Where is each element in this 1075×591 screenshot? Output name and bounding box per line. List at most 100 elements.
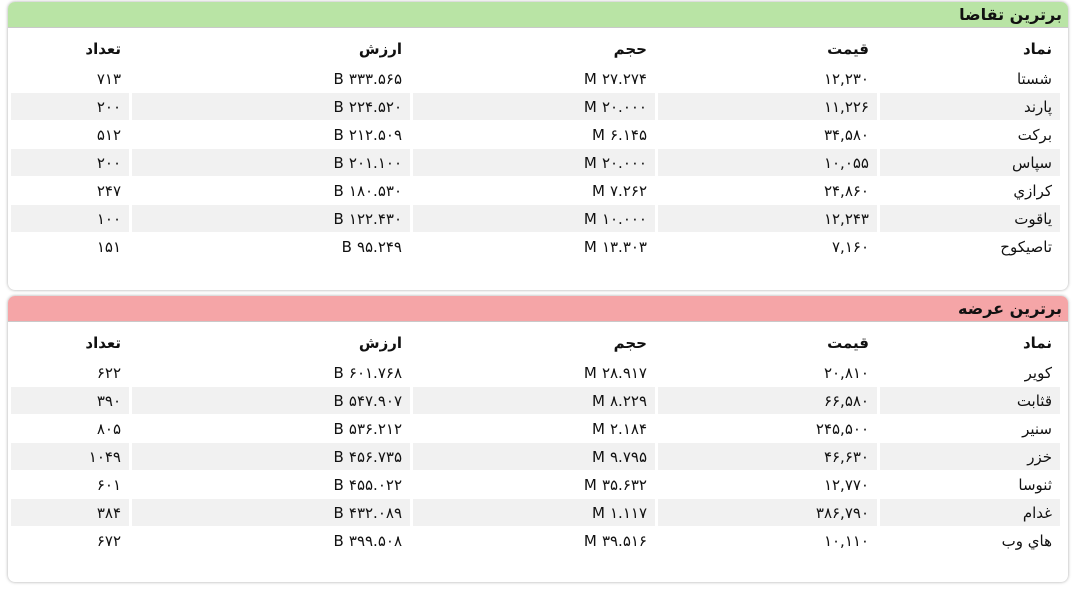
price-cell: ۱۲,۷۷۰ <box>655 470 877 498</box>
symbol-cell[interactable]: شستا <box>877 64 1060 92</box>
value-cell: ۳۳۳.۵۶۵ B <box>129 64 410 92</box>
price-cell: ۳۸۶,۷۹۰ <box>655 498 877 526</box>
symbol-cell[interactable]: هاي وب <box>877 526 1060 554</box>
price-cell: ۶۶,۵۸۰ <box>655 386 877 414</box>
count-cell: ۵۱۲ <box>8 120 129 148</box>
symbol-cell[interactable]: برکت <box>877 120 1060 148</box>
header-value[interactable]: ارزش <box>358 334 402 352</box>
symbol-cell[interactable]: سنیر <box>877 414 1060 442</box>
table-row[interactable]: تاصيكوح ۷,۱۶۰ ۱۳.۳۰۳ M ۹۵.۲۴۹ B ۱۵۱ <box>8 232 1060 260</box>
value-cell: ۱۲۲.۴۳۰ B <box>129 204 410 232</box>
symbol-cell[interactable]: كوير <box>877 358 1060 386</box>
count-cell: ۷۱۳ <box>8 64 129 92</box>
header-price[interactable]: قیمت <box>827 334 869 352</box>
table-row[interactable]: هاي وب ۱۰,۱۱۰ ۳۹.۵۱۶ M ۳۹۹.۵۰۸ B ۶۷۲ <box>8 526 1060 554</box>
header-value[interactable]: ارزش <box>358 40 402 58</box>
value-cell: ۹۵.۲۴۹ B <box>129 232 410 260</box>
volume-cell: ۷.۲۶۲ M <box>410 176 655 204</box>
count-cell: ۶۲۲ <box>8 358 129 386</box>
value-cell: ۲۰۱.۱۰۰ B <box>129 148 410 176</box>
header-volume[interactable]: حجم <box>613 334 647 352</box>
header-price[interactable]: قیمت <box>827 40 869 58</box>
header-count[interactable]: تعداد <box>85 40 121 58</box>
volume-cell: ۸.۲۲۹ M <box>410 386 655 414</box>
table-header-row: نماد قیمت حجم ارزش تعداد <box>8 328 1060 358</box>
value-cell: ۴۵۶.۷۳۵ B <box>129 442 410 470</box>
count-cell: ۳۹۰ <box>8 386 129 414</box>
price-cell: ۲۴۵,۵۰۰ <box>655 414 877 442</box>
table-row[interactable]: شستا ۱۲,۲۳۰ ۲۷.۲۷۴ M ۳۳۳.۵۶۵ B ۷۱۳ <box>8 64 1060 92</box>
volume-cell: ۱.۱۱۷ M <box>410 498 655 526</box>
top-demand-title: برترین تقاضا <box>8 2 1068 28</box>
symbol-cell[interactable]: خزر <box>877 442 1060 470</box>
table-row[interactable]: خزر ۴۶,۶۳۰ ۹.۷۹۵ M ۴۵۶.۷۳۵ B ۱۰۴۹ <box>8 442 1060 470</box>
table-header-row: نماد قیمت حجم ارزش تعداد <box>8 34 1060 64</box>
count-cell: ۲۰۰ <box>8 92 129 120</box>
price-cell: ۱۰,۱۱۰ <box>655 526 877 554</box>
count-cell: ۱۵۱ <box>8 232 129 260</box>
value-cell: ۲۱۲.۵۰۹ B <box>129 120 410 148</box>
volume-cell: ۱۳.۳۰۳ M <box>410 232 655 260</box>
count-cell: ۶۷۲ <box>8 526 129 554</box>
value-cell: ۲۲۴.۵۲۰ B <box>129 92 410 120</box>
top-supply-title: برترین عرضه <box>8 296 1068 322</box>
price-cell: ۲۴,۸۶۰ <box>655 176 877 204</box>
demand-rows: شستا ۱۲,۲۳۰ ۲۷.۲۷۴ M ۳۳۳.۵۶۵ B ۷۱۳ پارند ۱۱,۲۲… <box>8 64 1060 260</box>
table-row[interactable]: برکت ۳۴,۵۸۰ ۶.۱۴۵ M ۲۱۲.۵۰۹ B ۵۱۲ <box>8 120 1060 148</box>
value-cell: ۴۳۲.۰۸۹ B <box>129 498 410 526</box>
symbol-cell[interactable]: ثنوسا <box>877 470 1060 498</box>
count-cell: ۲۴۷ <box>8 176 129 204</box>
count-cell: ۲۰۰ <box>8 148 129 176</box>
table-row[interactable]: ياقوت ۱۲,۲۴۳ ۱۰.۰۰۰ M ۱۲۲.۴۳۰ B ۱۰۰ <box>8 204 1060 232</box>
header-volume[interactable]: حجم <box>613 40 647 58</box>
volume-cell: ۳۵.۶۳۲ M <box>410 470 655 498</box>
price-cell: ۱۱,۲۲۶ <box>655 92 877 120</box>
count-cell: ۶۰۱ <box>8 470 129 498</box>
header-symbol[interactable]: نماد <box>1022 40 1052 58</box>
table-row[interactable]: پارند ۱۱,۲۲۶ ۲۰.۰۰۰ M ۲۲۴.۵۲۰ B ۲۰۰ <box>8 92 1060 120</box>
symbol-cell[interactable]: كرازي <box>877 176 1060 204</box>
symbol-cell[interactable]: پارند <box>877 92 1060 120</box>
header-count[interactable]: تعداد <box>85 334 121 352</box>
volume-cell: ۲.۱۸۴ M <box>410 414 655 442</box>
table-row[interactable]: سپاس ۱۰,۰۵۵ ۲۰.۰۰۰ M ۲۰۱.۱۰۰ B ۲۰۰ <box>8 148 1060 176</box>
top-supply-panel: برترین عرضه نماد قیمت حجم ارزش تعداد كوي… <box>8 296 1068 582</box>
volume-cell: ۹.۷۹۵ M <box>410 442 655 470</box>
price-cell: ۷,۱۶۰ <box>655 232 877 260</box>
price-cell: ۱۲,۲۳۰ <box>655 64 877 92</box>
volume-cell: ۶.۱۴۵ M <box>410 120 655 148</box>
table-row[interactable]: قثابت ۶۶,۵۸۰ ۸.۲۲۹ M ۵۴۷.۹۰۷ B ۳۹۰ <box>8 386 1060 414</box>
table-row[interactable]: كرازي ۲۴,۸۶۰ ۷.۲۶۲ M ۱۸۰.۵۳۰ B ۲۴۷ <box>8 176 1060 204</box>
symbol-cell[interactable]: ياقوت <box>877 204 1060 232</box>
count-cell: ۸۰۵ <box>8 414 129 442</box>
count-cell: ۱۰۰ <box>8 204 129 232</box>
value-cell: ۳۹۹.۵۰۸ B <box>129 526 410 554</box>
header-symbol[interactable]: نماد <box>1022 334 1052 352</box>
symbol-cell[interactable]: قثابت <box>877 386 1060 414</box>
table-row[interactable]: كوير ۲۰,۸۱۰ ۲۸.۹۱۷ M ۶۰۱.۷۶۸ B ۶۲۲ <box>8 358 1060 386</box>
volume-cell: ۳۹.۵۱۶ M <box>410 526 655 554</box>
value-cell: ۴۵۵.۰۲۲ B <box>129 470 410 498</box>
symbol-cell[interactable]: غدام <box>877 498 1060 526</box>
count-cell: ۱۰۴۹ <box>8 442 129 470</box>
top-demand-panel: برترین تقاضا نماد قیمت حجم ارزش تعداد شس… <box>8 2 1068 290</box>
symbol-cell[interactable]: سپاس <box>877 148 1060 176</box>
table-row[interactable]: غدام ۳۸۶,۷۹۰ ۱.۱۱۷ M ۴۳۲.۰۸۹ B ۳۸۴ <box>8 498 1060 526</box>
price-cell: ۱۲,۲۴۳ <box>655 204 877 232</box>
count-cell: ۳۸۴ <box>8 498 129 526</box>
volume-cell: ۲۰.۰۰۰ M <box>410 92 655 120</box>
price-cell: ۱۰,۰۵۵ <box>655 148 877 176</box>
symbol-cell[interactable]: تاصيكوح <box>877 232 1060 260</box>
volume-cell: ۲۷.۲۷۴ M <box>410 64 655 92</box>
value-cell: ۵۳۶.۲۱۲ B <box>129 414 410 442</box>
value-cell: ۶۰۱.۷۶۸ B <box>129 358 410 386</box>
volume-cell: ۲۸.۹۱۷ M <box>410 358 655 386</box>
table-row[interactable]: سنیر ۲۴۵,۵۰۰ ۲.۱۸۴ M ۵۳۶.۲۱۲ B ۸۰۵ <box>8 414 1060 442</box>
price-cell: ۳۴,۵۸۰ <box>655 120 877 148</box>
supply-rows: كوير ۲۰,۸۱۰ ۲۸.۹۱۷ M ۶۰۱.۷۶۸ B ۶۲۲ قثابت ۶۶,۵۸… <box>8 358 1060 554</box>
volume-cell: ۲۰.۰۰۰ M <box>410 148 655 176</box>
table-row[interactable]: ثنوسا ۱۲,۷۷۰ ۳۵.۶۳۲ M ۴۵۵.۰۲۲ B ۶۰۱ <box>8 470 1060 498</box>
price-cell: ۴۶,۶۳۰ <box>655 442 877 470</box>
value-cell: ۱۸۰.۵۳۰ B <box>129 176 410 204</box>
top-demand-table: نماد قیمت حجم ارزش تعداد شستا ۱۲,۲۳۰ ۲۷.۲۷… <box>8 34 1060 260</box>
